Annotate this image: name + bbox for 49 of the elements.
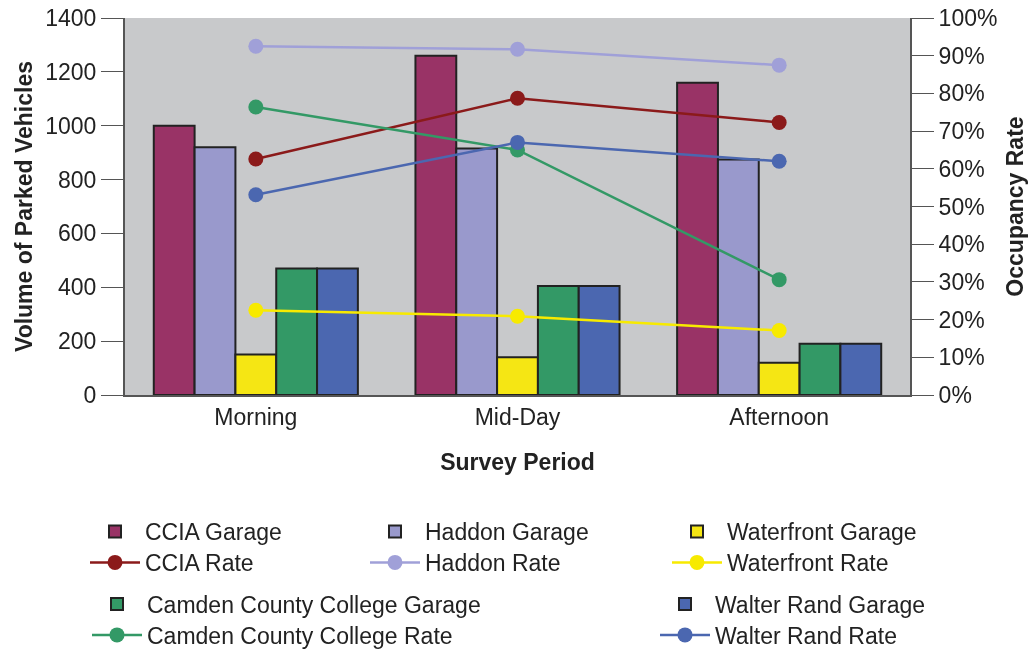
y-tick-label: 200 — [58, 328, 97, 355]
y2-tick-label: 10% — [938, 344, 985, 371]
point — [248, 187, 264, 203]
legend-label: Waterfront Rate — [727, 550, 889, 577]
legend-label: Camden County College Garage — [147, 591, 481, 618]
y2-tick-label: 20% — [938, 306, 985, 333]
y-axis-title: Volume of Parked Vehicles — [11, 60, 38, 353]
point — [510, 134, 525, 150]
point — [771, 323, 787, 339]
y-tick-label: 1000 — [45, 112, 97, 139]
point — [510, 308, 525, 324]
point — [248, 38, 264, 54]
point — [771, 153, 787, 169]
legend-label: Walter Rand Rate — [715, 622, 897, 649]
y2-tick-label: 50% — [938, 193, 985, 220]
legend-label: CCIA Garage — [145, 519, 282, 546]
y-tick-label: 800 — [58, 166, 97, 193]
x-axis-title: Survey Period — [440, 448, 595, 475]
y2-tick-label: 30% — [938, 268, 985, 295]
y2-tick-label: 80% — [938, 80, 985, 107]
y2-tick-label: 40% — [938, 231, 985, 258]
y-tick-label: 400 — [58, 274, 97, 301]
legend-label: Haddon Rate — [425, 550, 561, 577]
legend-label: Walter Rand Garage — [715, 591, 926, 618]
y2-tick-label: 60% — [938, 155, 985, 182]
x-tick-label: Mid-Day — [474, 403, 561, 430]
point — [771, 272, 787, 288]
legend-label: Haddon Garage — [425, 519, 589, 546]
x-tick-label: Afternoon — [729, 403, 830, 430]
y2-tick-label: 90% — [938, 42, 985, 69]
point — [248, 151, 264, 167]
y-tick-label: 1200 — [45, 58, 97, 85]
y-tick-label: 0 — [83, 382, 97, 409]
y-tick-label: 1400 — [45, 5, 97, 32]
point — [771, 57, 787, 73]
point — [248, 99, 264, 115]
y2-tick-label: 100% — [938, 5, 998, 32]
y2-tick-label: 70% — [938, 118, 985, 145]
y2-axis-title: Occupancy Rate — [1001, 116, 1028, 297]
point — [510, 90, 525, 106]
legend-label: Camden County College Rate — [147, 622, 453, 649]
point — [771, 114, 787, 130]
legend-label: Waterfront Garage — [727, 519, 917, 546]
x-tick-label: Morning — [214, 403, 298, 430]
legend-label: CCIA Rate — [145, 550, 254, 577]
point — [510, 41, 525, 57]
y-tick-label: 600 — [58, 220, 97, 247]
y2-tick-label: 0% — [938, 382, 972, 409]
point — [248, 302, 264, 318]
